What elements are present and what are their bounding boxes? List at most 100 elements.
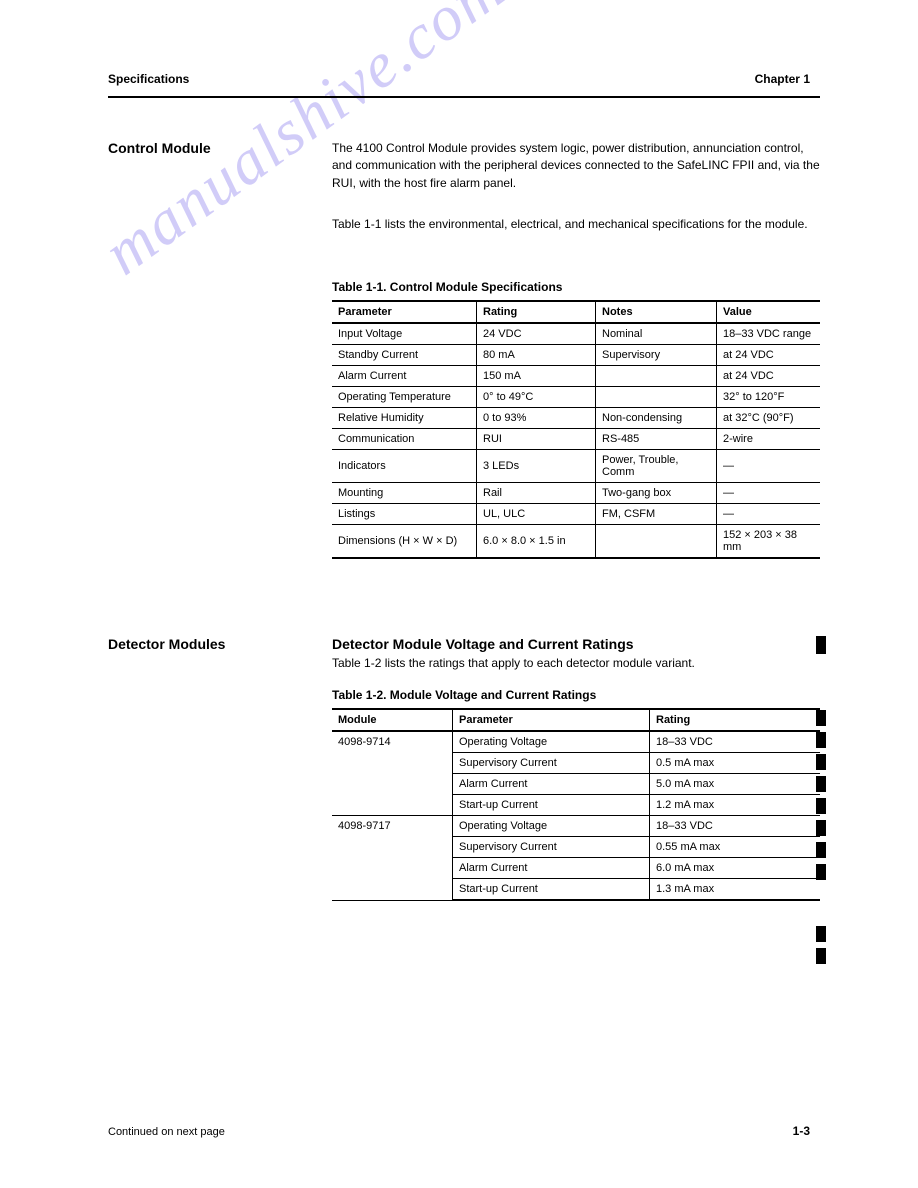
- table-row: Standby Current80 mASupervisoryat 24 VDC: [332, 345, 820, 366]
- table-cell: Mounting: [332, 483, 477, 504]
- table-cell: 18–33 VDC: [650, 731, 821, 753]
- table-cell: 1.2 mA max: [650, 795, 821, 816]
- table-cell: Start-up Current: [453, 879, 650, 901]
- change-bar-group: [816, 926, 826, 970]
- table-cell: RUI: [477, 429, 596, 450]
- table-cell: 150 mA: [477, 366, 596, 387]
- change-bar: [816, 948, 826, 964]
- table-cell: Communication: [332, 429, 477, 450]
- column-header: Parameter: [453, 709, 650, 731]
- table-cell: Listings: [332, 504, 477, 525]
- table-cell: 0° to 49°C: [477, 387, 596, 408]
- change-bar: [816, 864, 826, 880]
- running-head-left: Specifications: [108, 72, 189, 86]
- table-cell: at 32°C (90°F): [717, 408, 821, 429]
- table-2-title: Table 1-2. Module Voltage and Current Ra…: [332, 688, 596, 702]
- table-cell: 0.55 mA max: [650, 837, 821, 858]
- column-header: Rating: [650, 709, 821, 731]
- change-bar: [816, 842, 826, 858]
- table-cell: Nominal: [596, 323, 717, 345]
- table-cell: 32° to 120°F: [717, 387, 821, 408]
- column-header: Module: [332, 709, 453, 731]
- table-cell: 0 to 93%: [477, 408, 596, 429]
- table-row: Dimensions (H × W × D)6.0 × 8.0 × 1.5 in…: [332, 525, 820, 559]
- table-cell: at 24 VDC: [717, 366, 821, 387]
- table-row: Input Voltage24 VDCNominal18–33 VDC rang…: [332, 323, 820, 345]
- table-cell: 152 × 203 × 38 mm: [717, 525, 821, 559]
- table-cell: 0.5 mA max: [650, 753, 821, 774]
- table-cell: Alarm Current: [332, 366, 477, 387]
- table-cell: [596, 387, 717, 408]
- table-cell: 5.0 mA max: [650, 774, 821, 795]
- table-cell: 80 mA: [477, 345, 596, 366]
- table-cell: Operating Temperature: [332, 387, 477, 408]
- table-cell: Non-condensing: [596, 408, 717, 429]
- table-cell: —: [717, 450, 821, 483]
- table-cell: 24 VDC: [477, 323, 596, 345]
- intro-paragraph-1: The 4100 Control Module provides system …: [332, 140, 820, 192]
- table-cell: —: [717, 483, 821, 504]
- table-cell: 4098-9714: [332, 731, 453, 816]
- table-row: CommunicationRUIRS-4852-wire: [332, 429, 820, 450]
- table-cell: 3 LEDs: [477, 450, 596, 483]
- table-cell: Rail: [477, 483, 596, 504]
- footer-left: Continued on next page: [108, 1126, 225, 1138]
- change-bar: [816, 710, 826, 726]
- table-cell: Start-up Current: [453, 795, 650, 816]
- table-cell: 4098-9717: [332, 816, 453, 901]
- table-row: 4098-9717Operating Voltage18–33 VDC: [332, 816, 820, 837]
- table-row: 4098-9714Operating Voltage18–33 VDC: [332, 731, 820, 753]
- table-cell: 18–33 VDC range: [717, 323, 821, 345]
- table-cell: Relative Humidity: [332, 408, 477, 429]
- left-heading-mid: Detector Modules: [108, 636, 288, 652]
- table-row: Alarm Current150 mA at 24 VDC: [332, 366, 820, 387]
- table-cell: Supervisory: [596, 345, 717, 366]
- left-heading-top: Control Module: [108, 140, 288, 156]
- change-bar: [816, 636, 826, 654]
- table-1-title: Table 1-1. Control Module Specifications: [332, 280, 562, 294]
- table-cell: 6.0 × 8.0 × 1.5 in: [477, 525, 596, 559]
- running-head-right: Chapter 1: [755, 72, 810, 86]
- table-row: Parameter Rating Notes Value: [332, 301, 820, 323]
- change-bar: [816, 820, 826, 836]
- table-cell: 18–33 VDC: [650, 816, 821, 837]
- change-bar-group: [816, 710, 826, 886]
- change-bar: [816, 732, 826, 748]
- table-row: Relative Humidity0 to 93%Non-condensinga…: [332, 408, 820, 429]
- change-bar-group: [816, 636, 826, 660]
- table-cell: [596, 366, 717, 387]
- table-row: Operating Temperature0° to 49°C 32° to 12…: [332, 387, 820, 408]
- table-cell: Supervisory Current: [453, 753, 650, 774]
- change-bar: [816, 926, 826, 942]
- table-cell: Dimensions (H × W × D): [332, 525, 477, 559]
- table-cell: Input Voltage: [332, 323, 477, 345]
- table-cell: at 24 VDC: [717, 345, 821, 366]
- table-cell: —: [717, 504, 821, 525]
- table-cell: Power, Trouble, Comm: [596, 450, 717, 483]
- intro-paragraph-2: Table 1-1 lists the environmental, elect…: [332, 216, 820, 233]
- table-cell: UL, ULC: [477, 504, 596, 525]
- table-row: MountingRailTwo-gang box—: [332, 483, 820, 504]
- table-cell: Indicators: [332, 450, 477, 483]
- change-bar: [816, 776, 826, 792]
- table-row: Module Parameter Rating: [332, 709, 820, 731]
- page: manualshive.com Specifications Chapter 1…: [0, 0, 918, 1188]
- header-rule: [108, 96, 820, 98]
- table-row: ListingsUL, ULCFM, CSFM—: [332, 504, 820, 525]
- section-note: Table 1-2 lists the ratings that apply t…: [332, 656, 820, 670]
- section-heading: Detector Module Voltage and Current Rati…: [332, 636, 634, 652]
- table-cell: 6.0 mA max: [650, 858, 821, 879]
- column-header: Notes: [596, 301, 717, 323]
- table-cell: FM, CSFM: [596, 504, 717, 525]
- table-cell: Alarm Current: [453, 858, 650, 879]
- table-cell: RS-485: [596, 429, 717, 450]
- table-1: Parameter Rating Notes Value Input Volta…: [332, 300, 820, 559]
- table-cell: [596, 525, 717, 559]
- table-cell: Operating Voltage: [453, 816, 650, 837]
- table-2: Module Parameter Rating 4098-9714Operati…: [332, 708, 820, 901]
- change-bar: [816, 798, 826, 814]
- column-header: Rating: [477, 301, 596, 323]
- table-cell: 1.3 mA max: [650, 879, 821, 901]
- column-header: Parameter: [332, 301, 477, 323]
- change-bar: [816, 754, 826, 770]
